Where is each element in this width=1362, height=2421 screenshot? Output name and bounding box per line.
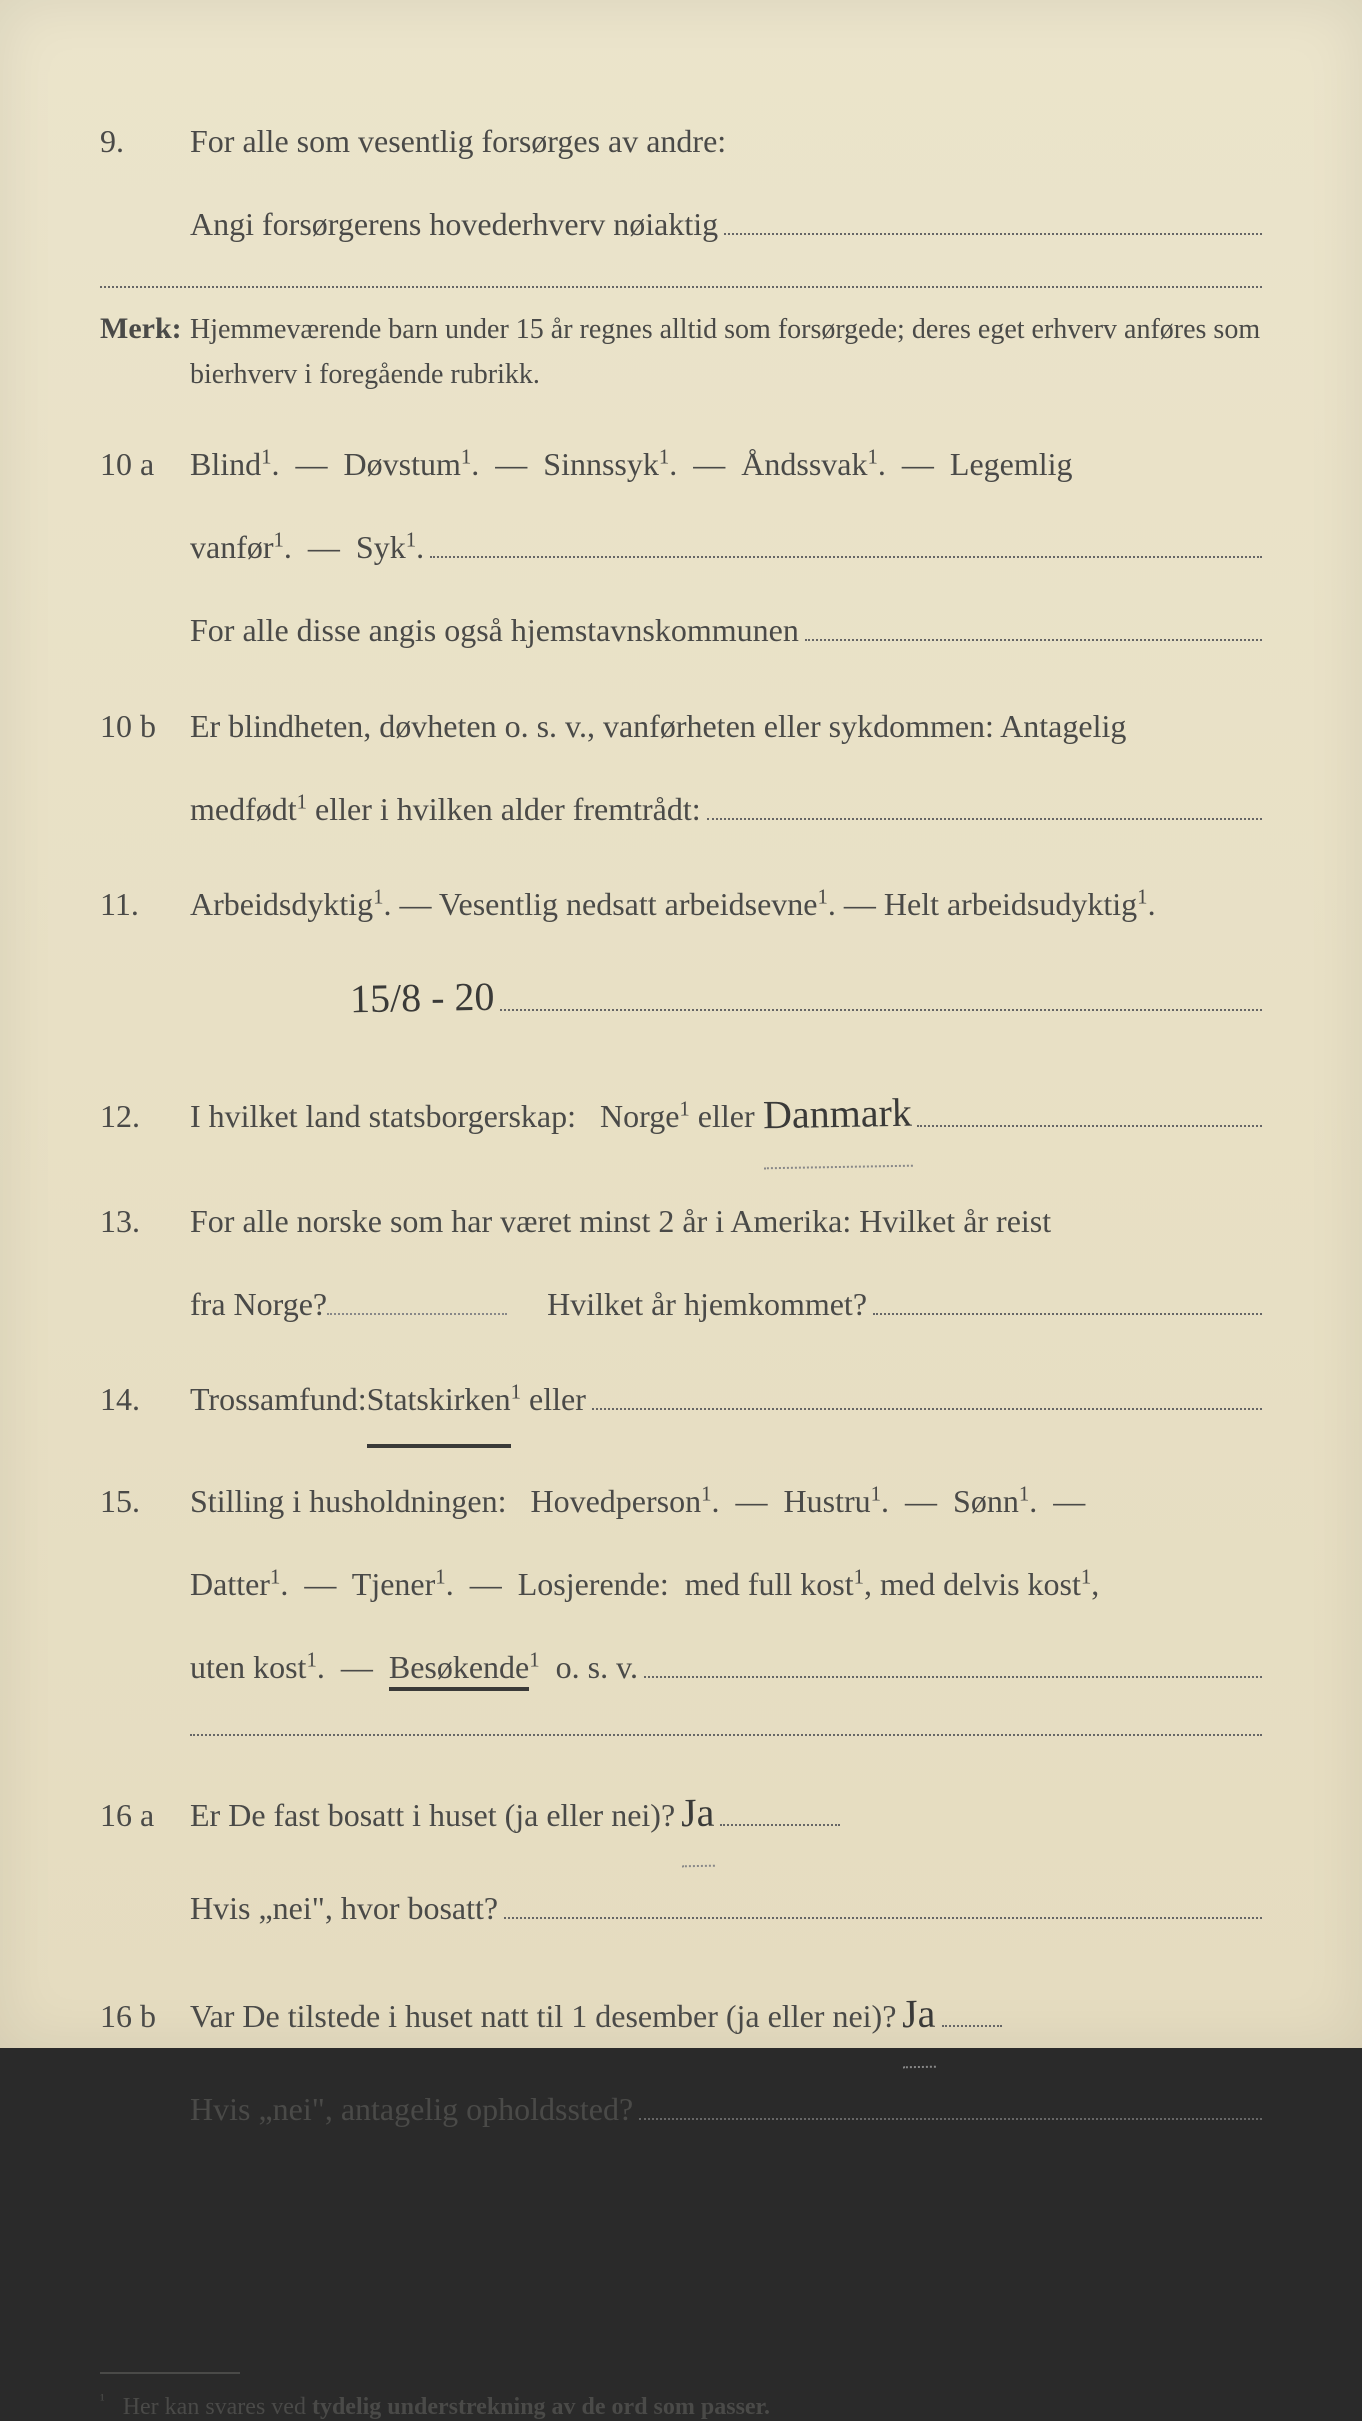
q10b-line2: medfødt1 eller i hvilken alder fremtrådt… xyxy=(190,768,701,851)
merk-label: Merk: xyxy=(100,312,190,346)
q16a-blank2 xyxy=(504,1879,1262,1919)
q16b-blank1 xyxy=(942,1987,1002,2027)
q16a-line1: Er De fast bosatt i huset (ja eller nei)… xyxy=(190,1774,675,1857)
number-16b: 16 b xyxy=(100,1975,190,2058)
number-11: 11. xyxy=(100,863,190,946)
footnote: ¹ Her kan svares ved tydelig understrekn… xyxy=(100,2392,1262,2421)
q10a-blank1 xyxy=(430,518,1262,558)
q16b-blank2 xyxy=(639,2080,1262,2120)
q16b-line1: Var De tilstede i huset natt til 1 desem… xyxy=(190,1975,896,2058)
question-13: 13. For alle norske som har været minst … xyxy=(100,1180,1262,1346)
q16a-handwritten: Ja xyxy=(680,1761,715,1868)
q14-text-b: 1 eller xyxy=(511,1358,586,1441)
q12-text: I hvilket land statsborgerskap: Norge1 e… xyxy=(190,1075,763,1158)
q16b-line2: Hvis „nei", antagelig opholdssted? xyxy=(190,2068,633,2151)
q13-line2b: Hvilket år hjemkommet? xyxy=(547,1263,867,1346)
question-9: 9. For alle som vesentlig forsørges av a… xyxy=(100,100,1262,266)
q15-line1: Stilling i husholdningen: Hovedperson1. … xyxy=(190,1460,1262,1543)
question-11: 11. Arbeidsdyktig1. — Vesentlig nedsatt … xyxy=(100,863,1262,1050)
q15-line3: uten kost1. — Besøkende1 o. s. v. xyxy=(190,1626,638,1709)
q14-underlined: Statskirken xyxy=(367,1358,511,1447)
q10a-line1: Blind1. — Døvstum1. — Sinnssyk1. — Åndss… xyxy=(190,423,1262,506)
q9-blank xyxy=(724,195,1262,235)
number-10a: 10 a xyxy=(100,423,190,506)
question-10b: 10 b Er blindheten, døvheten o. s. v., v… xyxy=(100,685,1262,851)
q14-text-a: Trossamfund: xyxy=(190,1358,367,1441)
number-15: 15. xyxy=(100,1460,190,1543)
footnote-rule xyxy=(100,2372,240,2374)
q9-line1: For alle som vesentlig forsørges av andr… xyxy=(190,100,1262,183)
merk-note: Merk: Hjemmeværende barn under 15 år reg… xyxy=(100,286,1262,398)
question-16b: 16 b Var De tilstede i huset natt til 1 … xyxy=(100,1962,1262,2151)
q15-blank xyxy=(644,1638,1262,1678)
document-page: 9. For alle som vesentlig forsørges av a… xyxy=(0,0,1362,2048)
q13-line2a: fra Norge? xyxy=(190,1263,327,1346)
q16a-blank1 xyxy=(720,1786,840,1826)
question-16a: 16 a Er De fast bosatt i huset (ja eller… xyxy=(100,1761,1262,1950)
q9-line2: Angi forsørgerens hovederhverv nøiaktig xyxy=(190,183,718,266)
q13-blank1 xyxy=(327,1268,507,1315)
question-15: 15. Stilling i husholdningen: Hovedperso… xyxy=(100,1460,1262,1710)
footnote-marker: ¹ xyxy=(100,2392,105,2409)
number-14: 14. xyxy=(100,1358,190,1441)
number-13: 13. xyxy=(100,1180,190,1263)
q12-handwritten: Danmark xyxy=(762,1061,913,1170)
question-10a: 10 a Blind1. — Døvstum1. — Sinnssyk1. — … xyxy=(100,423,1262,673)
question-12: 12. I hvilket land statsborgerskap: Norg… xyxy=(100,1062,1262,1168)
q11-blank xyxy=(500,971,1262,1011)
question-14: 14. Trossamfund: Statskirken 1 eller xyxy=(100,1358,1262,1447)
q16b-handwritten: Ja xyxy=(901,1962,936,2069)
q13-line1: For alle norske som har været minst 2 år… xyxy=(190,1180,1262,1263)
q10b-line1: Er blindheten, døvheten o. s. v., vanfør… xyxy=(190,685,1262,768)
divider xyxy=(190,1734,1262,1736)
number-16a: 16 a xyxy=(100,1774,190,1857)
number-9: 9. xyxy=(100,100,190,183)
q15-line2: Datter1. — Tjener1. — Losjerende: med fu… xyxy=(190,1543,1262,1626)
number-10b: 10 b xyxy=(100,685,190,768)
q10a-line3: For alle disse angis også hjemstavnskomm… xyxy=(190,589,799,672)
q11-line1: Arbeidsdyktig1. — Vesentlig nedsatt arbe… xyxy=(190,863,1262,946)
q10b-blank xyxy=(707,779,1262,819)
q10a-blank2 xyxy=(805,601,1262,641)
number-12: 12. xyxy=(100,1075,190,1158)
q13-blank2 xyxy=(873,1275,1262,1315)
merk-text: Hjemmeværende barn under 15 år regnes al… xyxy=(190,308,1262,398)
q16a-line2: Hvis „nei", hvor bosatt? xyxy=(190,1867,498,1950)
q14-blank xyxy=(592,1370,1262,1410)
q11-handwritten: 15/8 - 20 xyxy=(349,945,495,1052)
q12-blank xyxy=(917,1087,1262,1127)
